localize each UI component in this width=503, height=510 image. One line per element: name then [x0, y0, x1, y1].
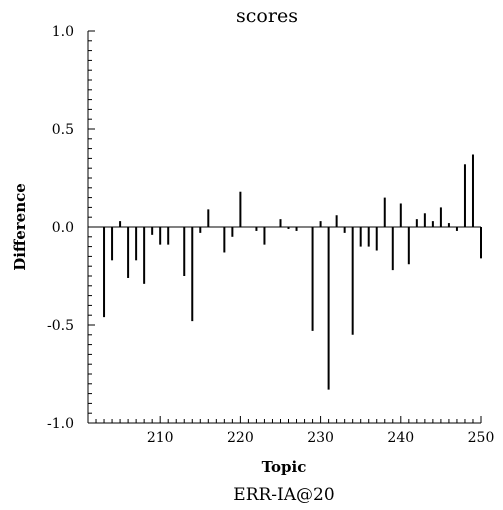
y-tick-label: 0.0 [52, 220, 74, 236]
chart-title: scores [236, 5, 298, 27]
y-tick-label: 0.5 [52, 122, 74, 138]
chart-caption: ERR-IA@20 [233, 485, 334, 505]
y-axis-label: Difference [11, 183, 29, 271]
x-tick-label: 210 [147, 430, 174, 446]
y-tick-label: 1.0 [52, 24, 74, 40]
x-tick-label: 240 [387, 430, 414, 446]
plot-area: 210 220 230 240 250 -1.0 -0.5 0.0 0.5 1.0 [47, 24, 494, 446]
x-tick-label: 220 [227, 430, 254, 446]
x-tick-label: 230 [307, 430, 334, 446]
y-tick-label: -1.0 [47, 416, 74, 432]
x-axis-label: Topic [262, 458, 307, 476]
y-tick-label: -0.5 [47, 318, 74, 334]
x-tick-label: 250 [468, 430, 495, 446]
